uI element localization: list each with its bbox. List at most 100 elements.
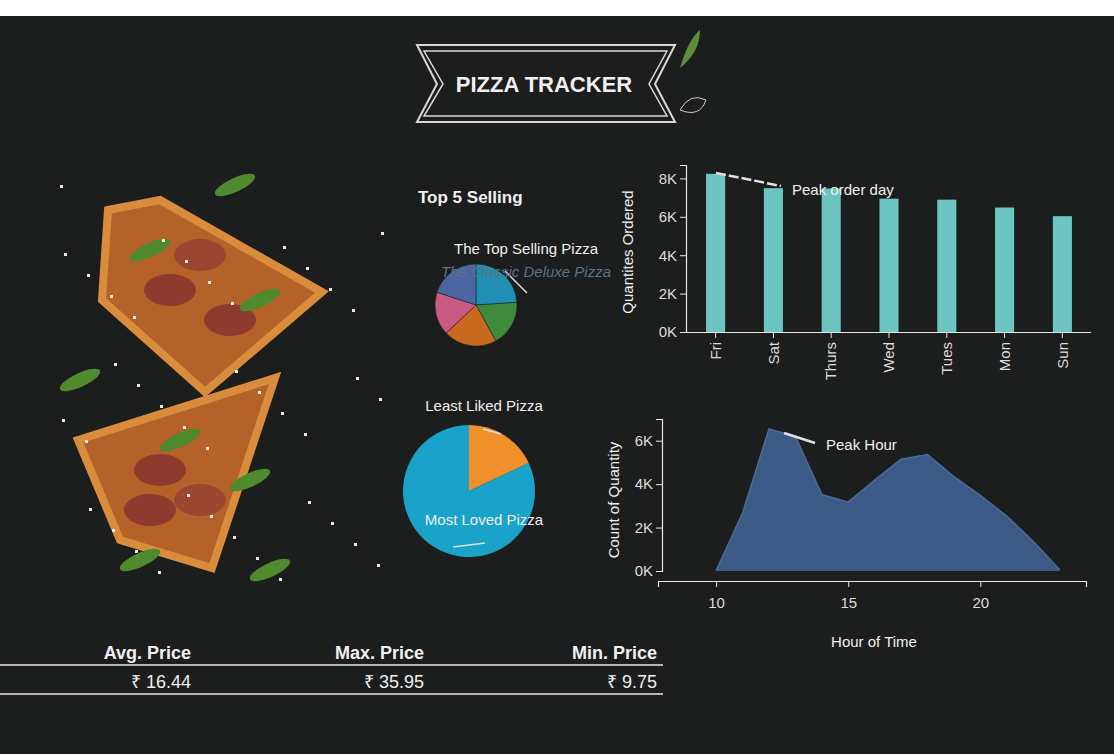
leaf: [127, 234, 173, 265]
tick-mark: [946, 332, 947, 338]
tick-label: Sat: [765, 341, 782, 364]
axis-line: [682, 332, 1091, 333]
leaf: [237, 284, 283, 315]
cheese-crumb: [258, 391, 261, 394]
tick: 10: [708, 581, 725, 611]
tick: Tues: [938, 332, 955, 375]
cheese-crumb: [135, 550, 138, 553]
tick-mark: [773, 332, 774, 338]
cheese-crumb: [306, 267, 309, 270]
tick-mark: [656, 484, 662, 485]
y-axis: 0K 2K 4K 6K: [635, 420, 663, 580]
tick-label: 2K: [659, 285, 677, 302]
tick: 15: [840, 581, 857, 611]
tick-label: 8K: [659, 170, 677, 187]
cheese-crumb: [377, 564, 380, 567]
banner-inner: [424, 51, 667, 116]
tick-label: 4K: [635, 475, 653, 492]
tick-label: 6K: [635, 432, 653, 449]
cheese-crumb: [356, 377, 359, 380]
cheese-crumb: [62, 419, 65, 422]
cheese-crumb: [89, 508, 92, 511]
tick: 8K: [659, 170, 686, 187]
tick-mark: [848, 581, 849, 587]
annotation-line: [483, 429, 501, 434]
tick: 2K: [635, 519, 662, 536]
table-header: Min. Price: [572, 643, 657, 663]
banner-outline: [417, 45, 675, 122]
tick: Mon: [996, 332, 1013, 371]
tick-mark: [680, 294, 686, 295]
cheese-crumb: [183, 426, 186, 429]
title: PIZZA TRACKER: [456, 72, 633, 97]
cheese-crumb: [379, 398, 382, 401]
area-line: [716, 429, 1059, 571]
chart-title: Top 5 Selling: [418, 188, 523, 207]
tick: 0K: [635, 562, 662, 579]
pie-slice: [403, 425, 535, 557]
cheese-crumb: [329, 288, 332, 291]
cheese-crumb: [304, 433, 307, 436]
tick-label: 0K: [659, 323, 677, 340]
top-strip: [0, 0, 1114, 16]
annotation-line: [784, 433, 815, 443]
area: [716, 429, 1059, 571]
loved-pie: [403, 425, 535, 557]
cheese-crumb: [87, 274, 90, 277]
table-rule: [0, 664, 663, 666]
axis-line: [680, 166, 687, 333]
cheese-crumb: [308, 501, 311, 504]
leaf: [247, 554, 293, 585]
table-header: Avg. Price: [104, 643, 191, 663]
pizza-image: [57, 169, 384, 585]
x-axis-title: Hour of Time: [831, 633, 917, 650]
topping: [174, 239, 226, 271]
tick-label: 2K: [635, 519, 653, 536]
tick-label: Mon: [996, 342, 1013, 371]
annotation: Peak Hour: [826, 436, 897, 453]
tick-label: Tues: [938, 342, 955, 375]
tick-label: 0K: [635, 562, 653, 579]
bar: [764, 188, 783, 332]
table-cell: ₹ 16.44: [131, 672, 191, 692]
annotation: Peak order day: [792, 181, 894, 198]
cheese-crumb: [64, 253, 67, 256]
leaf: [212, 169, 258, 200]
tick-label: 20: [972, 594, 989, 611]
tick-mark: [980, 581, 981, 587]
tick-mark: [680, 255, 686, 256]
cheese-crumb: [256, 557, 259, 560]
cheese-crumb: [381, 232, 384, 235]
tick: Thurs: [822, 332, 839, 380]
leaf: [227, 464, 273, 495]
topping: [124, 494, 176, 526]
leaf: [680, 98, 706, 113]
leaf: [57, 364, 103, 395]
cheese-crumb: [185, 260, 188, 263]
tick: 4K: [659, 247, 686, 264]
y-axis: 0K 2K 4K 6K 8K: [659, 166, 687, 341]
tick-mark: [656, 441, 662, 442]
x-axis: 10 15 20: [659, 581, 1087, 611]
annotation-line: [453, 543, 485, 547]
tick-mark: [831, 332, 832, 338]
tick-label: 10: [708, 594, 725, 611]
tick: Wed: [880, 332, 897, 373]
tick-label: 15: [840, 594, 857, 611]
tick: Sat: [765, 332, 782, 365]
tick-label: 6K: [659, 208, 677, 225]
cheese-crumb: [281, 412, 284, 415]
cheese-crumb: [158, 571, 161, 574]
cheese-crumb: [133, 316, 136, 319]
cheese-crumb: [85, 440, 88, 443]
cheese-crumb: [114, 363, 117, 366]
tick: Sun: [1054, 332, 1071, 369]
bar: [995, 208, 1014, 332]
leaf: [157, 424, 203, 455]
topping: [174, 484, 226, 516]
axis-line: [659, 582, 1087, 588]
tick-label: Sun: [1054, 342, 1071, 369]
axis-line: [656, 420, 663, 572]
tick: 6K: [659, 208, 686, 225]
slice-label: Most Loved Pizza: [425, 511, 544, 528]
